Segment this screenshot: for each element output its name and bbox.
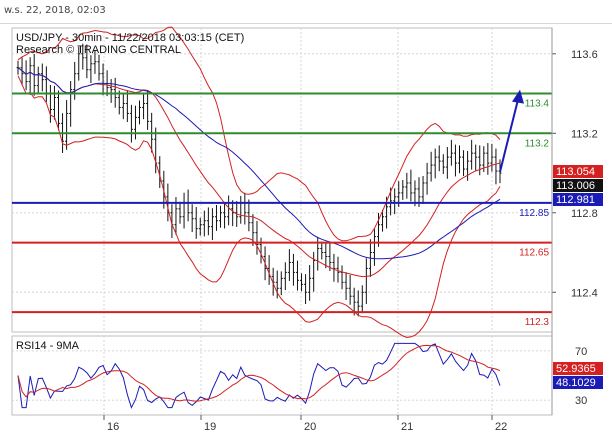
rsi-y-tick-label: 30 [575,395,587,407]
y-tick-label: 112.8 [571,208,598,220]
level-label: 113.2 [525,138,550,149]
moving-average-fast [17,67,501,278]
y-tick-label: 112.4 [571,287,598,299]
chart-title: USD/JPY - 30min - 11/22/2018 03:03:15 (C… [16,32,244,44]
price-tag [553,193,603,206]
price-tag-label: 113.006 [556,180,595,192]
x-tick-label: 22 [495,421,507,433]
top-bar: w.s. 22, 2018, 02:03 [0,0,612,24]
chart-subtitle: Research © TRADING CENTRAL [16,44,181,56]
rsi-tag [553,362,603,375]
price-bars [16,43,502,317]
target-arrow-head [512,89,524,104]
rsi-ma-line [17,344,501,402]
price-tag [553,179,603,192]
main-plot-frame [11,27,553,333]
x-tick-label: 20 [304,421,316,433]
y-tick-label: 113.6 [571,49,598,61]
rsi-tag-label: 52.9365 [556,363,596,375]
price-tag-label: 113.054 [556,166,595,178]
rsi-title: RSI14 - 9MA [16,340,80,352]
bollinger-upper-band [17,26,501,242]
level-label: 112.3 [525,317,550,328]
timestamp: w.s. 22, 2018, 02:03 [4,5,106,16]
price-tag-label: 112.981 [556,194,595,206]
rsi-tag-label: 48.1029 [556,377,596,389]
price-tag [553,165,603,178]
y-tick-label: 113.2 [571,128,598,140]
level-label: 113.4 [525,99,550,110]
x-tick-label: 21 [401,421,413,433]
level-label: 112.85 [519,208,549,219]
rsi-y-tick-label: 70 [575,346,587,358]
rsi-line [17,342,501,409]
x-tick-label: 16 [107,421,119,433]
moving-average-slow [17,67,501,260]
target-arrow-shaft [499,99,519,173]
level-label: 112.65 [519,248,549,259]
bollinger-lower-band [17,75,501,339]
x-tick-label: 19 [204,421,216,433]
rsi-tag [553,376,603,389]
